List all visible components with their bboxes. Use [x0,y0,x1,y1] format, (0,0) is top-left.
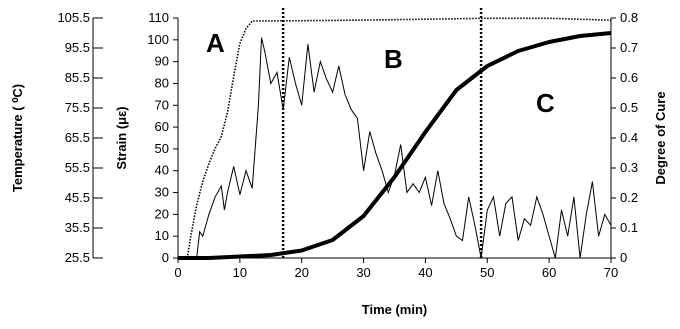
x-tick-label: 70 [604,265,618,280]
strain-tick-label: 100 [147,32,169,47]
region-label-a: A [206,28,225,58]
temperature-tick-label: 55.5 [65,160,90,175]
strain-tick-label: 90 [155,54,169,69]
strain-tick-label: 10 [155,228,169,243]
cure-tick-label: 0.4 [620,130,638,145]
cure-tick-label: 0.2 [620,190,638,205]
temperature-tick-label: 45.5 [65,190,90,205]
temperature-tick-label: 35.5 [65,220,90,235]
region-label-c: C [536,88,555,118]
x-axis-title: Time (min) [362,302,428,317]
strain-tick-label: 80 [155,75,169,90]
temperature-axis-title: Temperature ( ⁰C) [10,84,25,192]
temperature-tick-label: 65.5 [65,130,90,145]
x-tick-label: 30 [356,265,370,280]
temperature-tick-label: 25.5 [65,250,90,265]
x-tick-label: 50 [480,265,494,280]
strain-tick-label: 110 [148,10,169,25]
x-tick-label: 10 [233,265,247,280]
temperature-tick-label: 105.5 [57,10,90,25]
strain-tick-label: 70 [155,97,169,112]
cure-tick-label: 0.7 [620,40,638,55]
strain-tick-label: 40 [155,163,169,178]
series-group [178,8,612,260]
cure-tick-label: 0.3 [620,160,638,175]
x-tick-label: 60 [542,265,556,280]
strain-tick-label: 50 [155,141,169,156]
strain-tick-label: 0 [162,250,169,265]
temperature-tick-label: 95.5 [65,40,90,55]
x-tick-label: 0 [174,265,181,280]
strain-tick-label: 20 [155,206,169,221]
cure-tick-label: 0.5 [620,100,638,115]
degree-of-cure-series-line [178,31,612,260]
region-label-b: B [384,44,403,74]
strain-axis-title: Strain (με) [114,106,129,169]
cure-tick-label: 0.1 [620,220,638,235]
strain-tick-label: 60 [155,119,169,134]
temperature-tick-label: 75.5 [65,100,90,115]
cure-tick-label: 0 [620,250,627,265]
temperature-tick-label: 85.5 [65,70,90,85]
strain-tick-label: 30 [155,185,169,200]
axes-group [92,17,616,263]
cure-tick-label: 0.8 [620,10,638,25]
cure-axis-title: Degree of Cure [653,91,668,184]
x-tick-label: 40 [418,265,432,280]
x-tick-label: 20 [294,265,308,280]
cure-tick-label: 0.6 [620,70,638,85]
